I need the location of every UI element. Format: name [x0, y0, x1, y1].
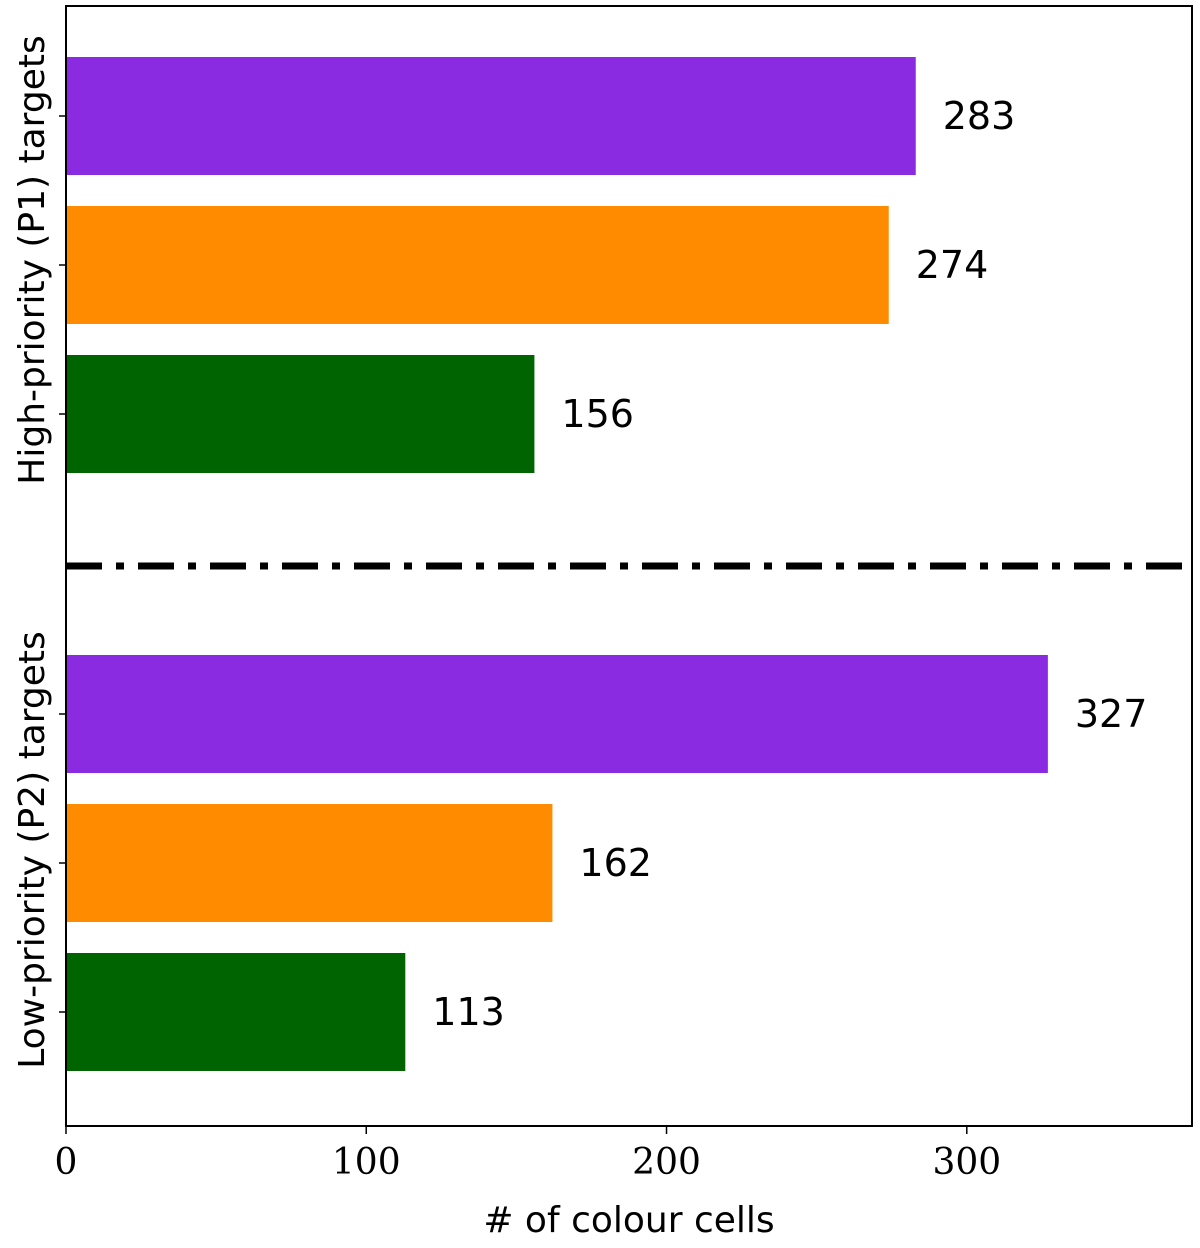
x-tick-label-200: 200: [632, 1142, 701, 1183]
x-tick-label-100: 100: [332, 1142, 401, 1183]
y-ticks: [59, 115, 66, 1013]
x-tick-label-300: 300: [932, 1142, 1001, 1183]
x-ticks: 0 100 200 300: [55, 1126, 1001, 1183]
bar-value-label-group2-1: 327: [1075, 692, 1148, 736]
bar-group1-2: [66, 206, 889, 324]
bar-value-label-group1-2: 274: [916, 243, 989, 287]
bar-value-label-group1-1: 283: [943, 94, 1016, 138]
y-group-label-high-priority: High-priority (P1) targets: [12, 35, 53, 484]
bars-layer: [66, 57, 1048, 1071]
bar-value-label-group1-3: 156: [561, 392, 634, 436]
bar-value-label-group2-2: 162: [579, 841, 652, 885]
x-tick-label-0: 0: [55, 1142, 78, 1183]
bar-group1-3: [66, 355, 535, 473]
bar-value-label-group2-3: 113: [432, 990, 505, 1034]
plot-frame: [65, 5, 1193, 1127]
x-axis-label: # of colour cells: [483, 1200, 774, 1241]
bar-group2-2: [66, 804, 553, 922]
bar-group2-1: [66, 655, 1048, 773]
bar-labels-layer: 283 274 156 327 162 113: [432, 94, 1147, 1034]
y-group-label-low-priority: Low-priority (P2) targets: [12, 631, 53, 1069]
bar-group1-1: [66, 57, 916, 175]
bar-group2-3: [66, 953, 406, 1071]
